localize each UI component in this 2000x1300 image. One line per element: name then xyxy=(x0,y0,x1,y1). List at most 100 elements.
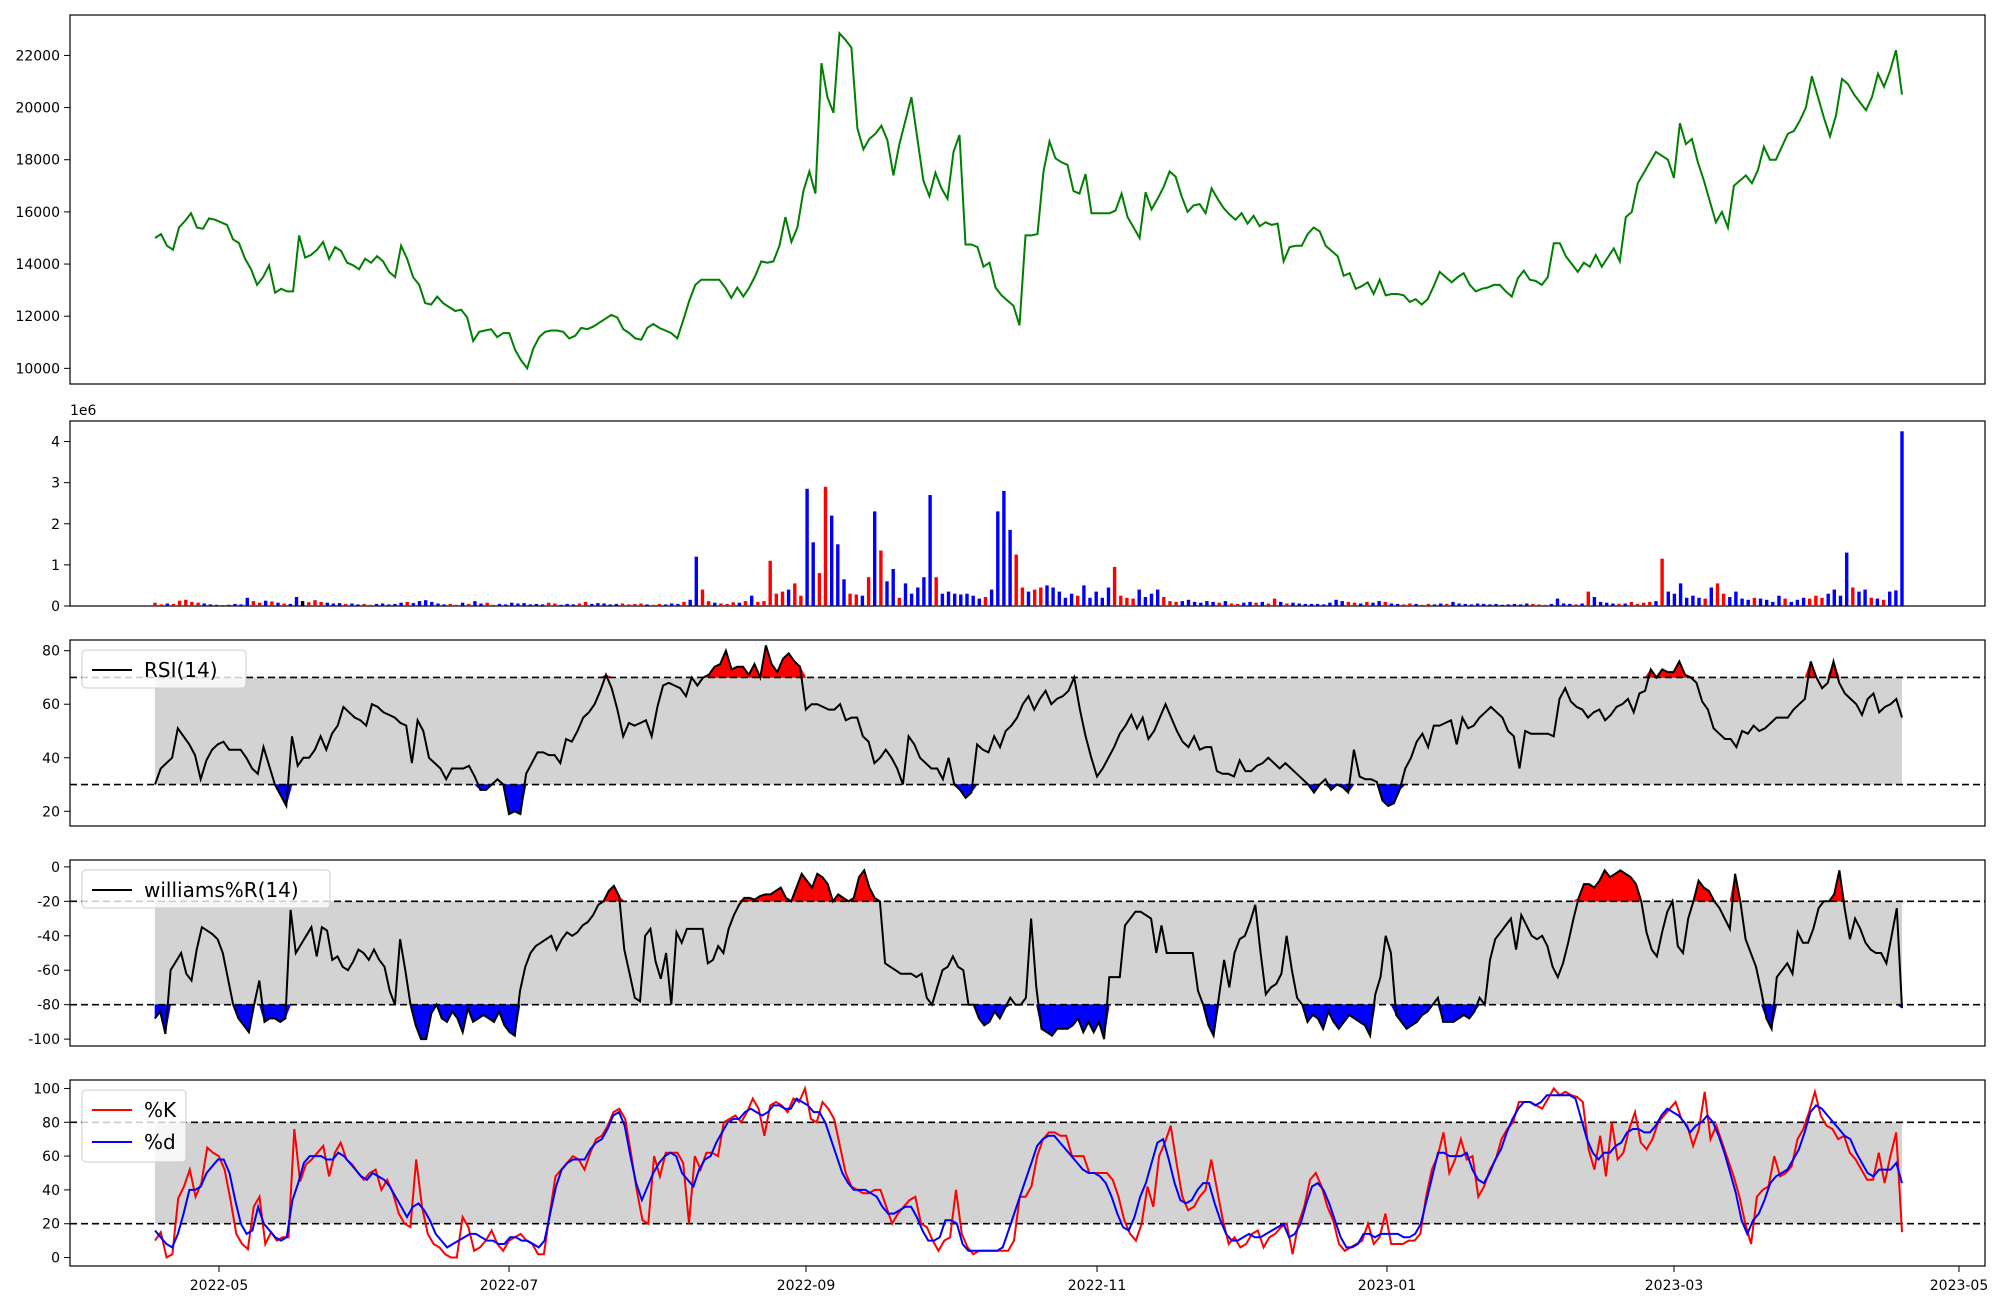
rsi-ytick-label: 80 xyxy=(42,644,60,660)
volume-bar xyxy=(1389,603,1394,606)
rsi-panel: 20 40 60 80 RSI(14) xyxy=(42,639,1986,827)
volume-bar xyxy=(873,511,877,606)
volume-bar xyxy=(307,602,311,606)
volume-bar xyxy=(706,601,711,606)
volume-bar xyxy=(817,573,822,606)
volume-bar xyxy=(460,602,465,606)
volume-bar xyxy=(1562,603,1566,606)
volume-bar xyxy=(934,577,938,606)
volume-bar xyxy=(965,593,969,606)
rsi-legend-label: RSI(14) xyxy=(144,658,218,682)
volume-bar xyxy=(719,603,723,606)
volume-bar xyxy=(214,604,219,606)
volume-bar xyxy=(1303,603,1307,606)
volume-bar xyxy=(227,604,231,606)
volume-bar xyxy=(362,603,366,606)
williams-ytick-label: -40 xyxy=(37,929,60,945)
volume-bar xyxy=(184,599,188,606)
volume-ytick-label: 0 xyxy=(51,599,60,615)
volume-bar xyxy=(737,602,742,606)
volume-bar xyxy=(1660,558,1664,606)
volume-bar xyxy=(1629,601,1634,606)
volume-bar xyxy=(639,603,643,606)
volume-bar xyxy=(688,599,692,606)
volume-bar xyxy=(842,579,846,606)
volume-bar xyxy=(1063,597,1068,606)
volume-bar xyxy=(1611,603,1615,606)
volume-bar xyxy=(1371,602,1375,606)
volume-bar xyxy=(294,597,299,606)
stochastic-ytick-label: 20 xyxy=(42,1217,60,1233)
volume-bar xyxy=(1537,604,1541,606)
price-line xyxy=(154,30,1903,371)
stochastic-legend-label: %K xyxy=(144,1098,177,1122)
volume-bar xyxy=(1137,589,1141,606)
price-ytick-label: 22000 xyxy=(15,48,60,64)
volume-bar xyxy=(1057,591,1061,606)
rsi-line xyxy=(154,645,1903,816)
volume-bar xyxy=(670,603,674,606)
volume-bar xyxy=(946,591,951,606)
volume-bar xyxy=(1580,603,1584,606)
stochastic-ytick-label: 0 xyxy=(51,1251,60,1267)
volume-bar xyxy=(928,495,932,606)
volume-bar xyxy=(743,601,748,606)
price-ytick-label: 14000 xyxy=(15,257,60,273)
volume-bar xyxy=(1426,603,1431,606)
volume-bar xyxy=(602,603,606,606)
stochastic-ytick-label: 100 xyxy=(33,1081,60,1097)
volume-bar xyxy=(1648,601,1652,606)
volume-bar xyxy=(1026,591,1031,606)
volume-bar xyxy=(1555,598,1560,606)
volume-bar xyxy=(1820,597,1824,606)
volume-bar xyxy=(590,603,594,606)
volume-bar xyxy=(1272,598,1277,606)
volume-bar xyxy=(540,604,545,606)
volume-bar xyxy=(528,604,532,606)
volume-bar xyxy=(694,556,698,606)
volume-bar xyxy=(1365,601,1369,606)
volume-bar xyxy=(442,604,446,606)
volume-bar xyxy=(1795,599,1800,606)
volume-bar xyxy=(811,542,815,606)
volume-bar xyxy=(1309,603,1314,606)
volume-bar xyxy=(1285,603,1289,606)
volume-bar xyxy=(682,601,686,606)
volume-bar xyxy=(971,595,975,606)
volume-bar xyxy=(596,603,600,606)
volume-bar xyxy=(516,603,520,606)
volume-bar xyxy=(571,604,575,606)
volume-bar xyxy=(1131,598,1135,606)
volume-bar xyxy=(903,583,908,606)
volume-bar xyxy=(1482,603,1486,606)
volume-bar xyxy=(1359,603,1363,606)
volume-scale-label: 1e6 xyxy=(70,403,97,419)
volume-bar xyxy=(1728,597,1732,606)
volume-bar xyxy=(1149,593,1154,606)
volume-bar xyxy=(1857,591,1861,606)
volume-bar xyxy=(1266,603,1271,606)
volume-ytick-label: 3 xyxy=(51,476,60,492)
volume-bar xyxy=(996,511,1000,606)
volume-bar xyxy=(1740,598,1744,606)
volume-bar xyxy=(387,604,391,606)
volume-bar xyxy=(805,488,809,606)
volume-bar xyxy=(983,597,988,606)
volume-bar xyxy=(1765,599,1769,606)
volume-bar xyxy=(756,601,760,606)
volume-bar xyxy=(848,593,852,606)
volume-bar xyxy=(374,603,379,606)
volume-bar xyxy=(1340,601,1344,606)
volume-bar xyxy=(1715,583,1720,606)
stochastic-frame xyxy=(69,1079,1986,1267)
volume-bar xyxy=(1666,591,1670,606)
volume-bar xyxy=(651,604,655,606)
williams-frame xyxy=(69,859,1986,1047)
volume-bar xyxy=(270,601,274,606)
volume-bar xyxy=(866,577,871,606)
volume-bar xyxy=(454,604,459,606)
volume-bar xyxy=(1408,603,1412,606)
price-frame xyxy=(69,14,1986,385)
volume-bar xyxy=(700,589,705,606)
volume-bar xyxy=(1143,597,1148,606)
